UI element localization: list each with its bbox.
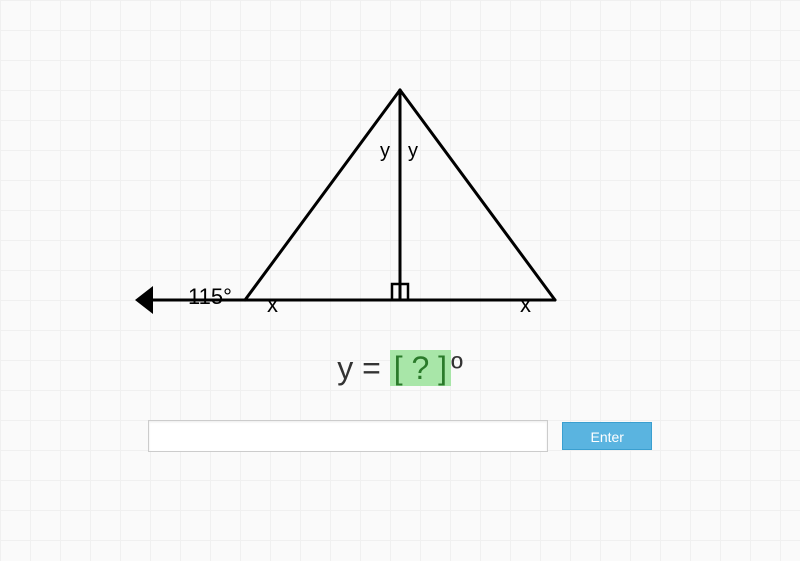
answer-input[interactable]	[148, 420, 548, 452]
answer-row: Enter	[0, 420, 800, 452]
y-right-label: y	[408, 140, 418, 163]
question-suffix: º	[451, 350, 463, 386]
question-prefix: y =	[337, 350, 389, 386]
question-highlight: [ ? ]	[390, 350, 451, 386]
y-left-label: y	[380, 140, 390, 163]
x-right-label: x	[520, 292, 531, 318]
x-left-label: x	[267, 292, 278, 318]
question-text: y = [ ? ]º	[0, 350, 800, 387]
exterior-angle-label: 115°	[188, 284, 232, 310]
diagram-svg	[0, 70, 800, 350]
triangle-diagram: 115° x x y y	[0, 70, 800, 350]
enter-button[interactable]: Enter	[562, 422, 652, 450]
